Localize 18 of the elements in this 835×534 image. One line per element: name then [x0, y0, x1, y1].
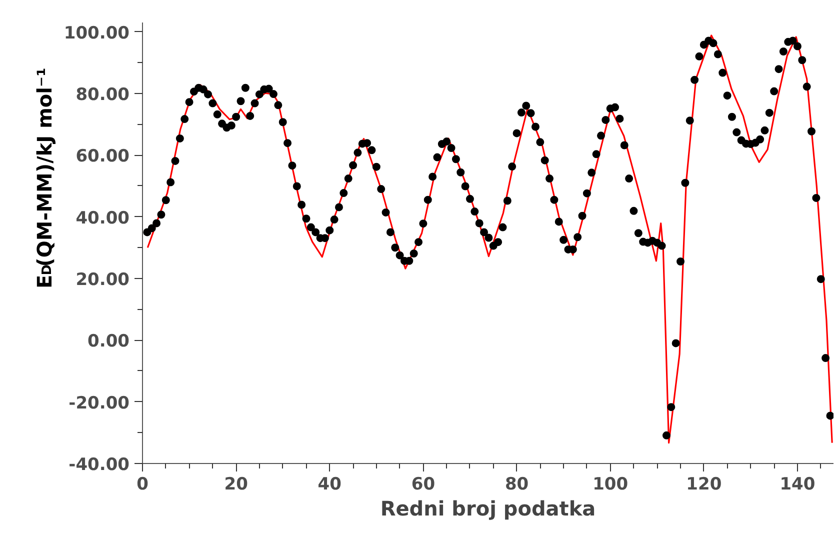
x-tick-label: 80	[504, 474, 529, 494]
y-tick-label: -20.00	[68, 393, 130, 414]
x-tick-label: 60	[411, 474, 436, 494]
y-axis-title: ED(QM-MM)/kJ mol⁻¹	[32, 68, 56, 288]
x-tick-label: 0	[136, 474, 149, 494]
y-tick-label: 0.00	[88, 332, 130, 352]
x-tick-label: 120	[686, 474, 722, 494]
x-tick-label: 20	[224, 474, 248, 494]
y-tick-label: -40.00	[68, 455, 130, 475]
x-tick-label: 100	[592, 474, 628, 494]
y-tick-label: 100.00	[64, 23, 130, 44]
y-tick-label: 60.00	[76, 146, 130, 167]
y-tick-label: 20.00	[76, 270, 130, 290]
x-axis-title: Redni broj podatka	[380, 496, 596, 520]
y-tick-label: 80.00	[76, 84, 130, 105]
x-tick-label: 140	[780, 474, 816, 494]
x-tick-label: 40	[318, 474, 342, 494]
y-tick-label: 40.00	[76, 208, 130, 228]
